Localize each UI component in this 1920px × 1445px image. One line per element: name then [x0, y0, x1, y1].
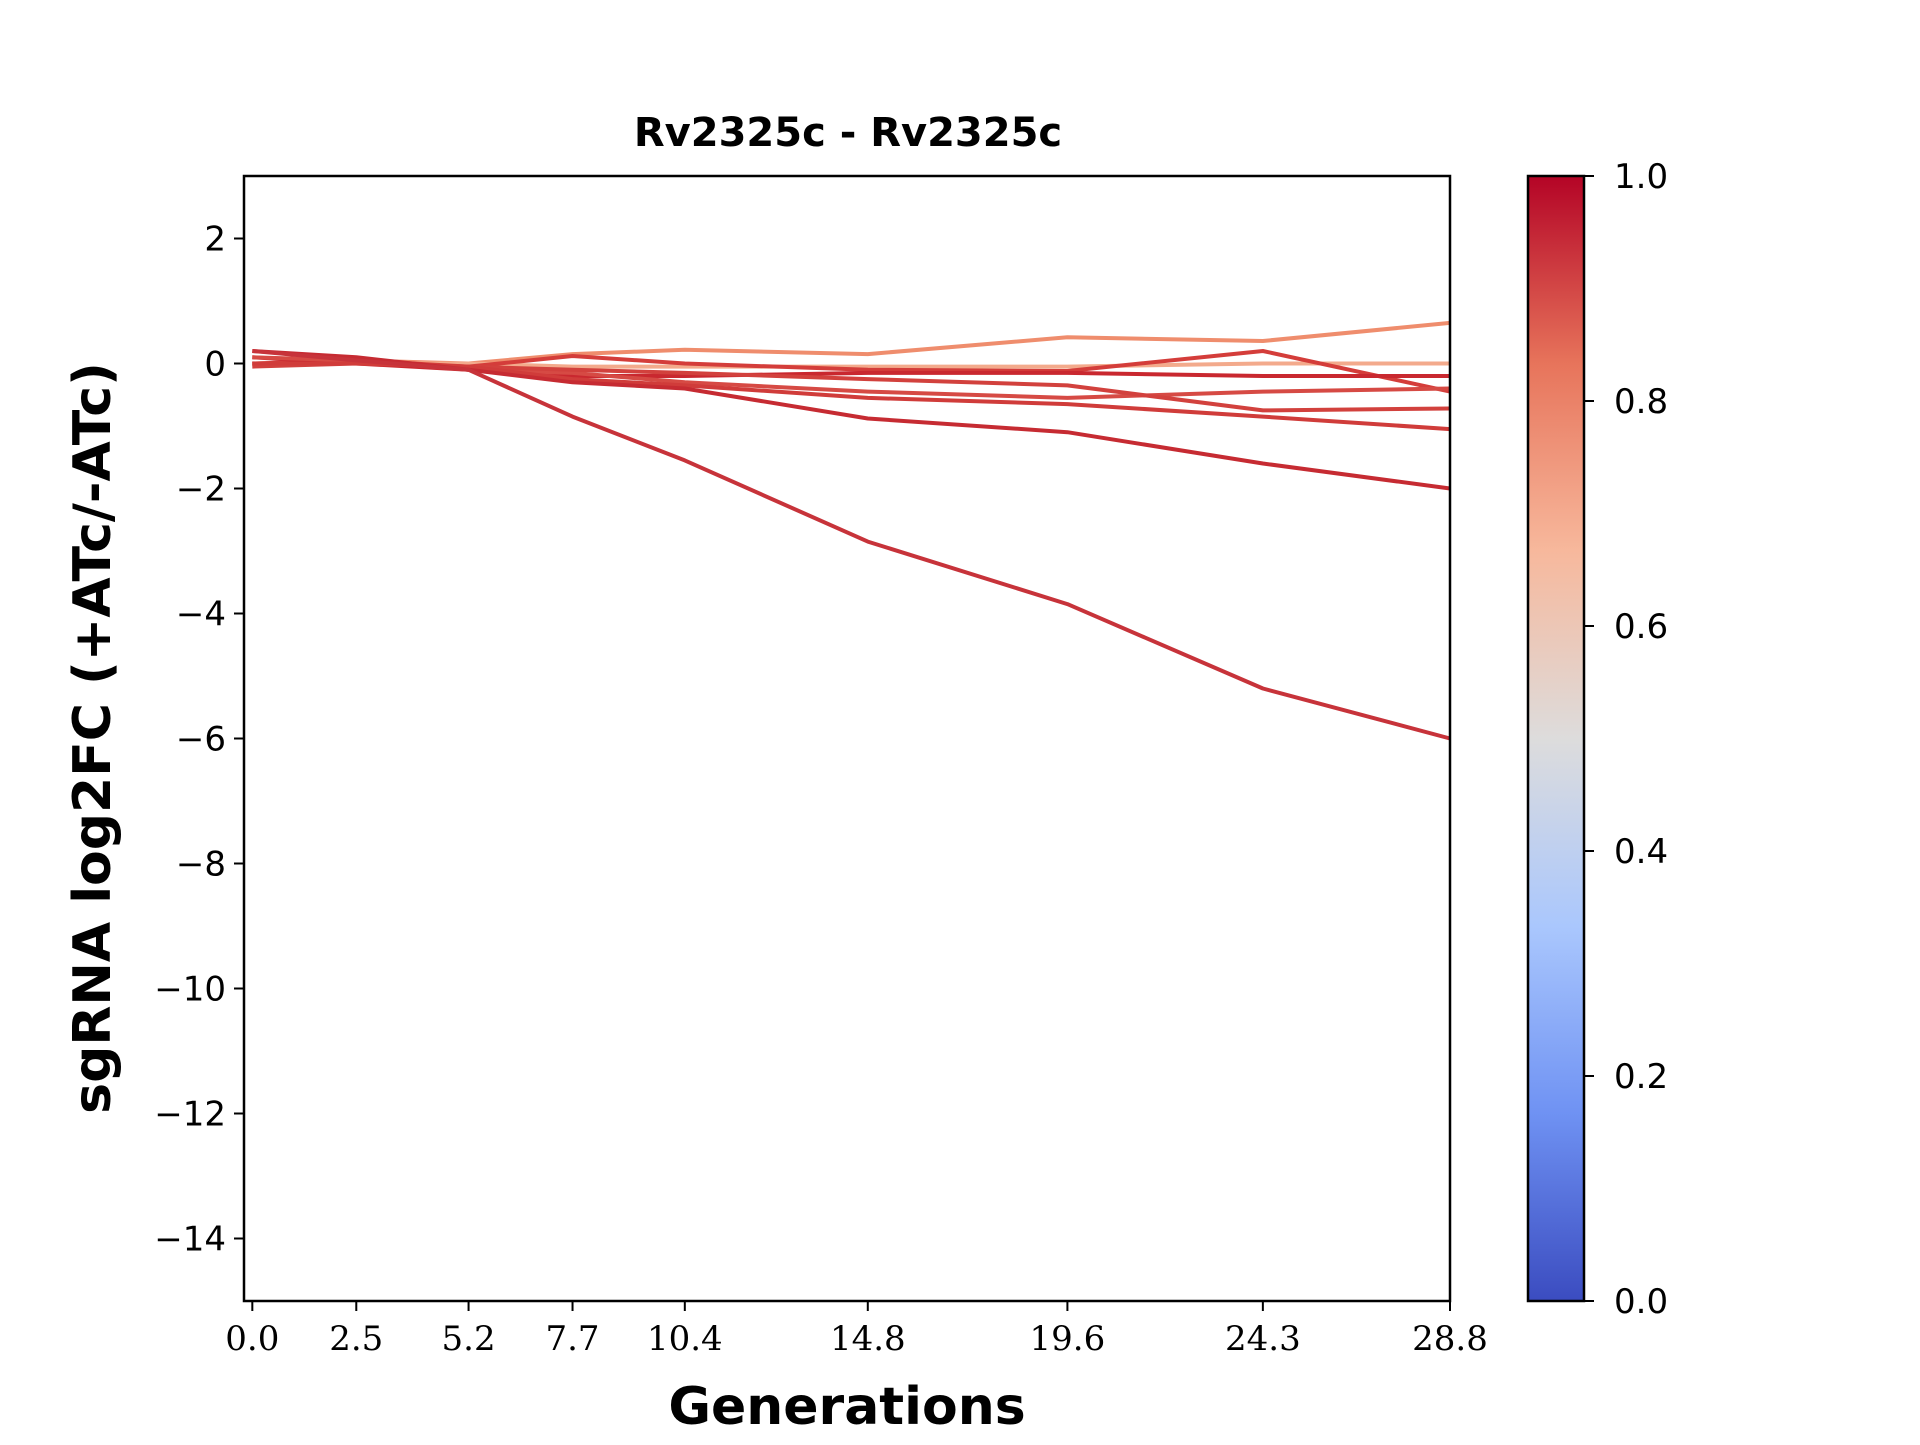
y-tick-label: −4: [176, 595, 226, 635]
y-tick-label: −8: [176, 845, 226, 885]
y-tick-label: 2: [204, 220, 226, 260]
y-tick-label: −14: [154, 1220, 226, 1260]
series-line-9: [252, 349, 1451, 741]
y-axis-label: sgRNA log2FC (+ATc/-ATc): [63, 362, 123, 1114]
plot-frame: [242, 174, 1452, 1303]
series-layer: [252, 320, 1451, 741]
x-tick-label: 19.6: [1030, 1319, 1106, 1359]
colorbar-tick-label: 0.8: [1614, 382, 1668, 422]
colorbar-tick-label: 0.2: [1614, 1057, 1668, 1097]
colorbar-tick-label: 0.6: [1614, 607, 1668, 647]
x-tick-label: 7.7: [545, 1319, 599, 1359]
x-axis: 0.0 2.5 5.2 7.7 10.4 14.8 19.6 24.3 28.8: [225, 1301, 1488, 1359]
y-tick-label: 0: [204, 345, 226, 385]
x-tick-label: 5.2: [442, 1319, 496, 1359]
x-tick-label: 14.8: [830, 1319, 906, 1359]
y-tick-label: −2: [176, 470, 226, 510]
x-tick-label: 24.3: [1225, 1319, 1301, 1359]
series-line-1: [252, 320, 1451, 366]
x-tick-label: 10.4: [647, 1319, 723, 1359]
series-line-8: [252, 349, 1451, 491]
colorbar-axis: 0.0 0.2 0.4 0.6 0.8 1.0: [1584, 157, 1668, 1322]
x-axis-label: Generations: [668, 1377, 1025, 1437]
y-tick-label: −6: [176, 720, 226, 760]
colorbar-tick-label: 0.4: [1614, 832, 1668, 872]
colorbar-tick-label: 0.0: [1614, 1282, 1668, 1322]
x-tick-label: 2.5: [329, 1319, 383, 1359]
chart-title: Rv2325c - Rv2325c: [634, 110, 1062, 156]
y-axis: 2 0 −2 −4 −6 −8 −10 −12 −14: [154, 220, 244, 1260]
x-tick-label: 0.0: [225, 1319, 279, 1359]
x-tick-label: 28.8: [1412, 1319, 1488, 1359]
y-tick-label: −12: [154, 1095, 226, 1135]
colorbar: [1526, 174, 1586, 1303]
y-tick-label: −10: [154, 970, 226, 1010]
colorbar-tick-label: 1.0: [1614, 157, 1668, 197]
